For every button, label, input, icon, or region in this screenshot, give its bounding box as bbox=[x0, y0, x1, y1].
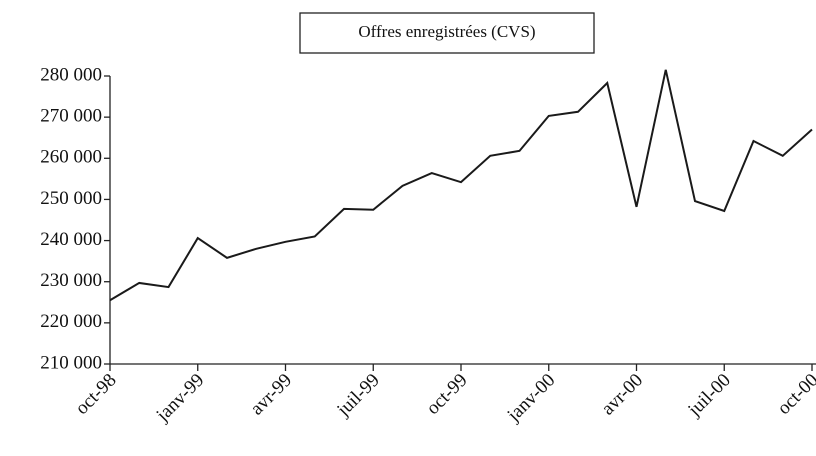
x-tick-label: juil-99 bbox=[332, 370, 383, 421]
x-tick-label: janv-00 bbox=[503, 370, 560, 427]
data-line bbox=[109, 69, 813, 302]
x-tick-label: oct-98 bbox=[71, 370, 120, 419]
y-tick-label: 230 000 bbox=[40, 270, 102, 291]
x-tick-label: juil-00 bbox=[683, 370, 734, 421]
y-tick-label: 250 000 bbox=[40, 188, 102, 209]
y-tick-label: 220 000 bbox=[40, 311, 102, 332]
y-tick-label: 260 000 bbox=[40, 147, 102, 168]
x-tick-label: oct-99 bbox=[422, 370, 471, 419]
y-tick-label: 240 000 bbox=[40, 229, 102, 250]
x-tick-label: oct-00 bbox=[773, 370, 816, 419]
x-tick-label: janv-99 bbox=[152, 370, 209, 427]
y-tick-label: 210 000 bbox=[40, 352, 102, 373]
chart-title: Offres enregistrées (CVS) bbox=[358, 22, 535, 41]
x-tick-label: avr-00 bbox=[597, 370, 647, 420]
y-tick-label: 280 000 bbox=[40, 64, 102, 85]
y-tick-label: 270 000 bbox=[40, 106, 102, 127]
title-box bbox=[299, 12, 595, 54]
x-tick-label: avr-99 bbox=[246, 370, 296, 420]
